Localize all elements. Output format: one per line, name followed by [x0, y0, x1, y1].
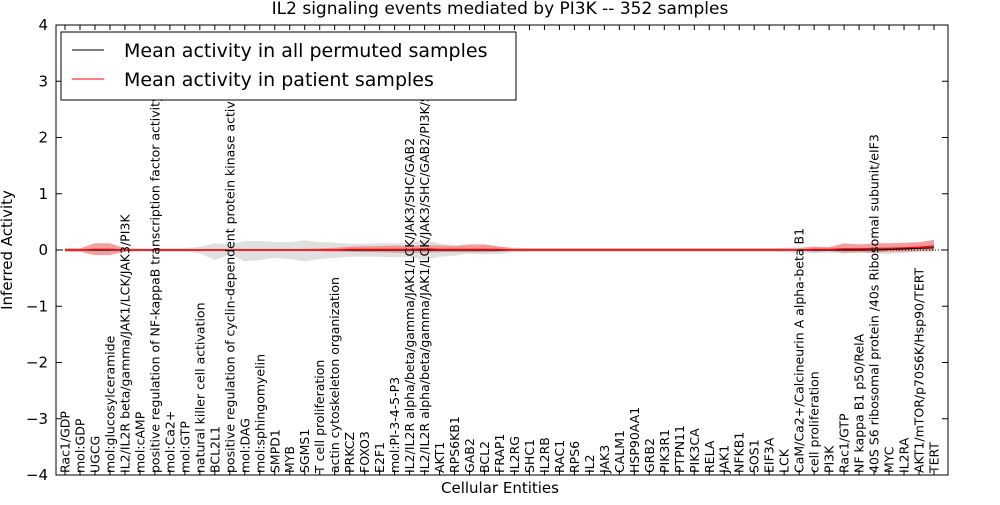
category-label: GRB2	[642, 438, 657, 473]
category-label: AKT1/mTOR/p70S6K/Hsp90/TERT	[912, 267, 927, 473]
category-label: CALM1	[612, 430, 627, 473]
y-tick-label: −1	[26, 297, 48, 315]
y-tick-label: −2	[26, 354, 48, 372]
y-tick-label: 4	[38, 16, 48, 34]
y-tick-label: 3	[38, 72, 48, 90]
y-axis-label: Inferred Activity	[0, 190, 16, 310]
chart-title: IL2 signaling events mediated by PI3K --…	[272, 0, 729, 19]
category-label: PI3K	[822, 445, 837, 473]
category-label: mol:DAG	[237, 418, 252, 473]
x-axis-ticks	[64, 25, 935, 475]
category-label: BCL2	[477, 441, 492, 473]
category-label: RELA	[702, 440, 717, 473]
category-label: mol:glucosylceramide	[102, 335, 117, 473]
category-label: IL2/IL2R beta/gamma/JAK1/LCK/JAK3/PI3K	[117, 214, 132, 473]
category-label: FOXO3	[357, 431, 372, 473]
category-label: SOS1	[747, 439, 762, 473]
y-tick-label: 2	[38, 129, 48, 147]
category-label: positive regulation of NF-kappaB transcr…	[147, 94, 162, 473]
category-label: E2F1	[372, 442, 387, 473]
category-label: GAB2	[462, 438, 477, 473]
category-label: actin cytoskeleton organization	[327, 277, 342, 473]
category-label: mol:sphingomyelin	[252, 354, 267, 473]
category-label: SGMS1	[297, 429, 312, 473]
category-label: mol:GDP	[73, 418, 88, 473]
category-label: LCK	[777, 448, 792, 473]
y-axis: −4 −3 −2 −1 0 1 2 3 4	[26, 16, 948, 484]
category-label: EIF3A	[762, 437, 777, 473]
legend-box	[60, 31, 517, 101]
category-label: BCL2L1	[207, 426, 222, 473]
category-label: Rac1/GTP	[837, 413, 852, 473]
category-label: PIK3R1	[657, 429, 672, 473]
category-label: 40S S6 ribosomal protein /40s Ribosomal …	[867, 134, 882, 473]
category-label: IL2RB	[537, 437, 552, 473]
legend-label-permuted: Mean activity in all permuted samples	[124, 40, 487, 62]
category-label: cell proliferation	[807, 371, 822, 473]
category-labels: Rac1/GDP mol:GDP UGCG mol:glucosylceramide I…	[58, 68, 942, 474]
category-label: FRAP1	[492, 434, 507, 473]
category-label: SHC1	[522, 439, 537, 473]
category-label: RAC1	[552, 440, 567, 473]
category-label: RPS6	[567, 441, 582, 473]
category-label: mol:GTP	[177, 421, 192, 473]
category-label: mol:Ca2+	[162, 411, 177, 473]
category-label: T cell proliferation	[312, 360, 327, 474]
category-label: mol:PI-3-4-5-P3	[387, 377, 402, 473]
category-label: JAK1	[717, 445, 732, 474]
category-label: IL2/IL2R alpha/beta/gamma/JAK1/LCK/JAK3/…	[402, 138, 417, 473]
category-label: UGCG	[88, 436, 103, 473]
category-label: TERT	[927, 442, 942, 474]
category-label: IL2RG	[507, 436, 522, 473]
category-label: IL2RA	[897, 437, 912, 473]
category-label: PTPN11	[672, 425, 687, 473]
category-label: IL2/IL2R alpha/beta/gamma/JAK1/LCK/JAK3/…	[417, 68, 432, 473]
category-label: MYB	[282, 446, 297, 473]
category-label: NF kappa B1 p50/RelA	[852, 333, 867, 473]
legend-label-patient: Mean activity in patient samples	[124, 69, 434, 91]
category-label: PIK3CA	[687, 428, 702, 473]
category-label: RPS6KB1	[447, 416, 462, 473]
y-tick-label: 0	[38, 241, 48, 259]
legend: Mean activity in all permuted samples Me…	[60, 31, 517, 101]
category-label: PRKCZ	[342, 432, 357, 473]
category-label: mol:cAMP	[132, 411, 147, 473]
category-label: SMPD1	[267, 429, 282, 473]
category-label: Rac1/GDP	[58, 411, 73, 473]
y-tick-label: 1	[38, 185, 48, 203]
y-tick-label: −4	[26, 466, 48, 484]
category-label: natural killer cell activation	[192, 302, 207, 473]
category-label: HSP90AA1	[627, 407, 642, 473]
series-lines-layer	[65, 245, 935, 251]
band-patient	[65, 239, 934, 256]
category-label: MYC	[882, 446, 897, 473]
category-label: IL2	[582, 454, 597, 473]
series-line-patient	[65, 245, 935, 251]
category-label: CaM/Ca2+/Calcineurin A alpha-beta B1	[792, 228, 807, 473]
category-label: positive regulation of cyclin-dependent …	[222, 85, 237, 473]
category-label: AKT1	[432, 442, 447, 473]
y-tick-label: −3	[26, 410, 48, 428]
x-axis-label: Cellular Entities	[441, 479, 559, 497]
category-label: NFKB1	[732, 432, 747, 473]
category-label: JAK3	[597, 445, 612, 474]
